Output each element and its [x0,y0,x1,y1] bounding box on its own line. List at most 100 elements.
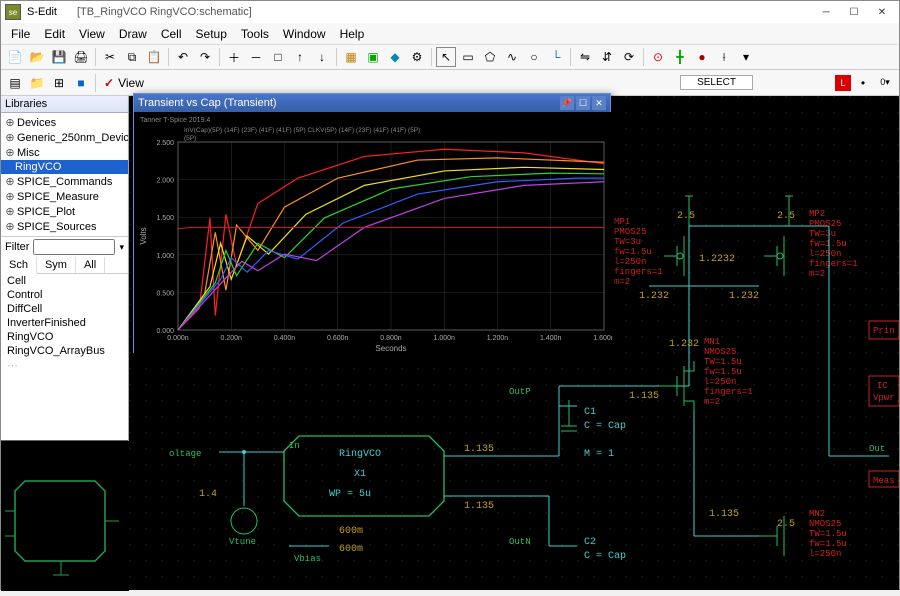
layer-icon[interactable]: ▦ [341,47,361,67]
lib-item: ⊕SPICE_Commands [1,174,128,189]
menu-tools[interactable]: Tools [241,27,269,41]
menu-setup[interactable]: Setup [196,27,227,41]
tw15a: TW=1.5u [704,357,742,367]
drc-icon[interactable]: ▣ [363,47,383,67]
net-icon[interactable]: ╋ [670,47,690,67]
close-button[interactable]: ✕ [869,3,895,21]
svg-text:0.600n: 0.600n [327,335,349,342]
val14: 1.4 [199,489,217,500]
plot-window[interactable]: Transient vs Cap (Transient) 📌 ☐ ✕ Tanne… [133,93,611,353]
cell-item[interactable]: RingVCO [1,330,128,344]
save-icon[interactable]: 💾 [49,47,69,67]
print-icon[interactable]: 🖨 [71,47,91,67]
app-title: S-Edit [27,6,57,18]
wp-label: WP = 5u [329,489,371,500]
nav-down-icon[interactable]: ↓ [312,47,332,67]
plot-chart: Tanner T-Spice 2019.4InV(Cap)(5P) (14F) … [134,112,612,354]
minimize-button[interactable]: ─ [813,3,839,21]
tab-sch[interactable]: Sch [1,257,37,274]
svg-text:Tanner T-Spice 2019.4: Tanner T-Spice 2019.4 [140,117,210,124]
cell-item[interactable]: Cell [1,274,128,288]
filter-input[interactable] [33,239,115,255]
paste-icon[interactable]: 📋 [144,47,164,67]
circle-icon[interactable]: ○ [524,47,544,67]
new-icon[interactable]: 📄 [5,47,25,67]
menu-help[interactable]: Help [340,27,365,41]
fw15a: fw=1.5u [614,247,652,257]
plot-max-icon[interactable]: ☐ [576,96,590,110]
menu-view[interactable]: View [79,27,105,41]
menu-edit[interactable]: Edit [44,27,65,41]
m2c: m=2 [704,397,720,407]
zoom-out-icon[interactable]: － [246,47,266,67]
shape-icon[interactable]: ◆ [385,47,405,67]
flip-v-icon[interactable]: ⇵ [597,47,617,67]
pref-icon[interactable]: ⚙ [407,47,427,67]
v1232a: 1.232 [639,291,669,302]
wire-icon[interactable]: └ [546,47,566,67]
v1135c: 1.135 [629,391,659,402]
cell-item[interactable]: ⋯ [1,358,128,373]
library-tree[interactable]: ⊕Devices ⊕Generic_250nm_Devic ⊕Misc Ring… [1,113,128,236]
measure-icon[interactable]: ⟊ [714,47,734,67]
cut-icon[interactable]: ✂ [100,47,120,67]
more-icon[interactable]: ▾ [736,47,756,67]
plot-titlebar[interactable]: Transient vs Cap (Transient) 📌 ☐ ✕ [134,94,610,112]
redo-icon[interactable]: ↷ [195,47,215,67]
lib-item: ⊕SPICE_Measure [1,189,128,204]
menu-cell[interactable]: Cell [161,27,182,41]
cell-item[interactable]: DiffCell [1,302,128,316]
lib-icon: ⊕ [5,131,15,144]
svg-text:0.800n: 0.800n [380,335,402,342]
svg-text:Seconds: Seconds [375,344,406,353]
vtune-label: Vtune [229,537,256,547]
undo-icon[interactable]: ↶ [173,47,193,67]
open-icon[interactable]: 📂 [27,47,47,67]
plot-pin-icon[interactable]: 📌 [560,96,574,110]
rect-icon[interactable]: ▭ [458,47,478,67]
m2b: m=2 [809,269,825,279]
in-label: In [289,441,300,451]
tw3a: TW=3u [614,237,641,247]
plot-close-icon[interactable]: ✕ [592,96,606,110]
rotate-icon[interactable]: ⟳ [619,47,639,67]
poly-icon[interactable]: ⬠ [480,47,500,67]
copy-icon[interactable]: ⧉ [122,47,142,67]
ccap2: C = Cap [584,551,626,562]
v1135d: 1.135 [709,509,739,520]
tab-all[interactable]: All [76,257,105,273]
bullet-icon[interactable]: • [853,73,873,93]
maximize-button[interactable]: ☐ [841,3,867,21]
tab-sym[interactable]: Sym [37,257,76,273]
cell-tabs: Sch Sym All [1,257,128,274]
v600b: 600m [339,544,363,555]
menu-window[interactable]: Window [283,27,326,41]
flip-h-icon[interactable]: ⇋ [575,47,595,67]
menu-file[interactable]: File [11,27,30,41]
cell-item[interactable]: Control [1,288,128,302]
v1135b: 1.135 [464,501,494,512]
open2-icon[interactable]: 📁 [27,73,47,93]
cursor-icon[interactable]: ↖ [436,47,456,67]
cell-item[interactable]: RingVCO_ArrayBus [1,344,128,358]
app-logo-icon: se [5,4,21,20]
cell-item[interactable]: InverterFinished [1,316,128,330]
red-l-icon[interactable]: L [835,75,851,91]
zoom-fit-icon[interactable]: □ [268,47,288,67]
check-icon[interactable]: ✓ [104,76,114,90]
svg-text:1.400n: 1.400n [540,335,562,342]
doc2-icon[interactable]: ▤ [5,73,25,93]
mp1: MP1 [614,217,630,227]
label-icon[interactable]: ● [692,47,712,67]
v600a: 600m [339,526,363,537]
probe-icon[interactable]: ⊙ [648,47,668,67]
menu-draw[interactable]: Draw [119,27,147,41]
lib-icon[interactable]: ⊞ [49,73,69,93]
filter-dd-icon[interactable]: ▾ [119,242,124,253]
nav-up-icon[interactable]: ↑ [290,47,310,67]
save2-icon[interactable]: ■ [71,73,91,93]
dd-icon[interactable]: 0▾ [875,73,895,93]
path-icon[interactable]: ∿ [502,47,522,67]
cell-list[interactable]: Cell Control DiffCell InverterFinished R… [1,274,128,440]
zoom-in-icon[interactable]: ＋ [224,47,244,67]
